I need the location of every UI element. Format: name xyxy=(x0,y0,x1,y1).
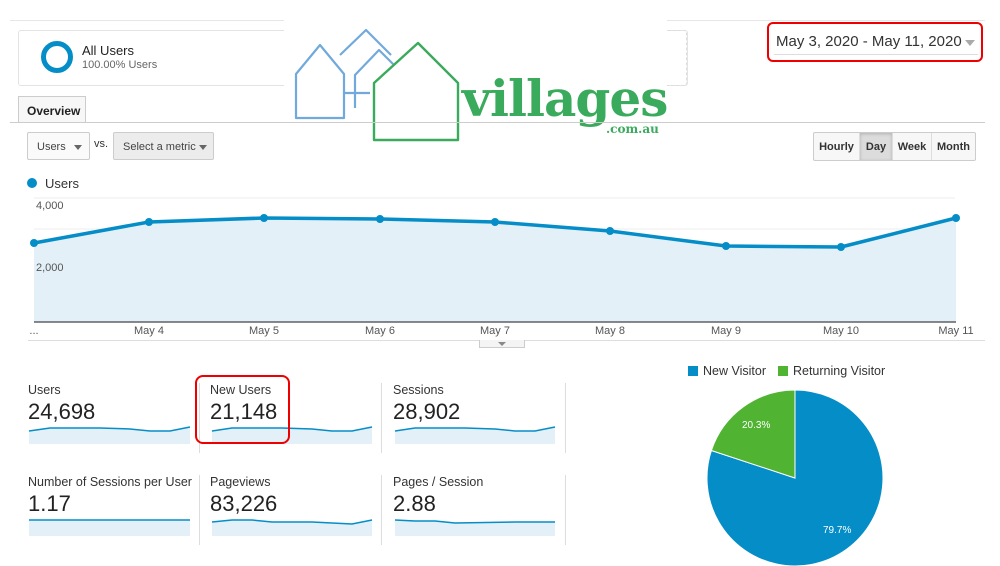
metric-label: Number of Sessions per User xyxy=(28,475,192,489)
granularity-toggle: Hourly Day Week Month xyxy=(813,132,976,161)
y-tick-4000: 4,000 xyxy=(36,200,64,212)
metric-label: Pageviews xyxy=(210,475,271,489)
metric-value: 2.88 xyxy=(393,491,436,516)
x-tick: May 7 xyxy=(480,325,510,337)
metric-divider xyxy=(565,475,566,545)
x-tick: ... xyxy=(29,325,39,337)
metric-sparklines xyxy=(28,426,556,536)
houses-icon xyxy=(294,28,460,142)
metric-label: Sessions xyxy=(393,383,444,397)
logo-domain: .com.au xyxy=(606,122,659,136)
chevron-down-icon xyxy=(74,145,82,150)
month-button[interactable]: Month xyxy=(937,141,970,153)
pie-label-returning: 20.3% xyxy=(742,420,771,431)
week-button[interactable]: Week xyxy=(893,133,932,160)
x-tick: May 8 xyxy=(595,325,625,337)
metric-divider xyxy=(565,383,566,453)
pie-legend: New Visitor Returning Visitor xyxy=(688,364,885,378)
x-tick: May 4 xyxy=(134,325,164,337)
metric-label: Pages / Session xyxy=(393,475,484,489)
metric-value: 83,226 xyxy=(210,491,278,516)
users-line-chart xyxy=(30,197,960,323)
metric-divider xyxy=(199,383,200,453)
metric-sessions-per-user[interactable]: Number of Sessions per User 1.17 xyxy=(28,475,203,517)
returning-visitor-swatch-icon xyxy=(777,366,788,376)
vs-label: vs. xyxy=(94,138,109,150)
metric-value: 24,698 xyxy=(28,399,96,424)
chevron-down-icon xyxy=(199,145,207,150)
hourly-button[interactable]: Hourly xyxy=(814,133,860,160)
metric-divider xyxy=(381,475,382,545)
date-range-label[interactable]: May 3, 2020 - May 11, 2020 xyxy=(776,33,962,50)
metric-users[interactable]: Users 24,698 xyxy=(28,383,198,425)
metric-divider xyxy=(199,475,200,545)
metric-pageviews[interactable]: Pageviews 83,226 xyxy=(210,475,380,517)
date-range-picker[interactable] xyxy=(767,22,983,62)
new-visitor-swatch-icon xyxy=(688,366,698,376)
legend-new-visitor[interactable]: New Visitor xyxy=(688,364,766,378)
metric-pages-per-session[interactable]: Pages / Session 2.88 xyxy=(393,475,563,517)
new-users-highlight xyxy=(195,375,290,444)
visitor-pie-chart xyxy=(706,389,884,566)
logo-wordmark: villages xyxy=(462,69,668,128)
metric-label: New Users xyxy=(210,383,272,397)
y-tick-2000: 2,000 xyxy=(36,262,64,274)
metric-value: 28,902 xyxy=(393,399,461,424)
primary-metric-label: Users xyxy=(37,141,66,153)
legend-returning-visitor[interactable]: Returning Visitor xyxy=(777,364,885,378)
x-tick: May 6 xyxy=(365,325,395,337)
pie-label-new: 79.7% xyxy=(823,525,852,536)
metric-new-users[interactable]: New Users 21,148 xyxy=(210,383,380,425)
day-button[interactable]: Day xyxy=(860,133,893,160)
users-legend-dot-icon xyxy=(27,178,37,188)
metric-divider xyxy=(381,383,382,453)
segment-subtitle: 100.00% Users xyxy=(82,59,158,71)
tab-overview[interactable]: Overview xyxy=(18,96,86,123)
segment-ring-icon xyxy=(41,41,73,73)
segment-title: All Users xyxy=(82,43,135,58)
metric-value: 21,148 xyxy=(210,399,278,424)
x-tick: May 5 xyxy=(249,325,279,337)
chevron-down-icon xyxy=(498,342,506,346)
metric-sessions[interactable]: Sessions 28,902 xyxy=(393,383,563,425)
secondary-metric-label: Select a metric xyxy=(123,141,196,153)
metric-label: Users xyxy=(28,383,61,397)
chevron-down-icon[interactable] xyxy=(965,40,975,46)
x-tick: May 10 xyxy=(822,325,860,337)
chart-legend-label[interactable]: Users xyxy=(45,176,79,191)
metric-value: 1.17 xyxy=(28,491,71,516)
tab-divider xyxy=(10,122,985,123)
date-range-underline xyxy=(774,54,978,55)
x-tick: May 11 xyxy=(938,325,974,337)
primary-metric-dropdown[interactable]: Users xyxy=(27,132,90,160)
villages-logo: villages .com.au xyxy=(284,18,668,142)
x-tick: May 9 xyxy=(711,325,741,337)
secondary-metric-dropdown[interactable]: Select a metric xyxy=(113,132,214,160)
